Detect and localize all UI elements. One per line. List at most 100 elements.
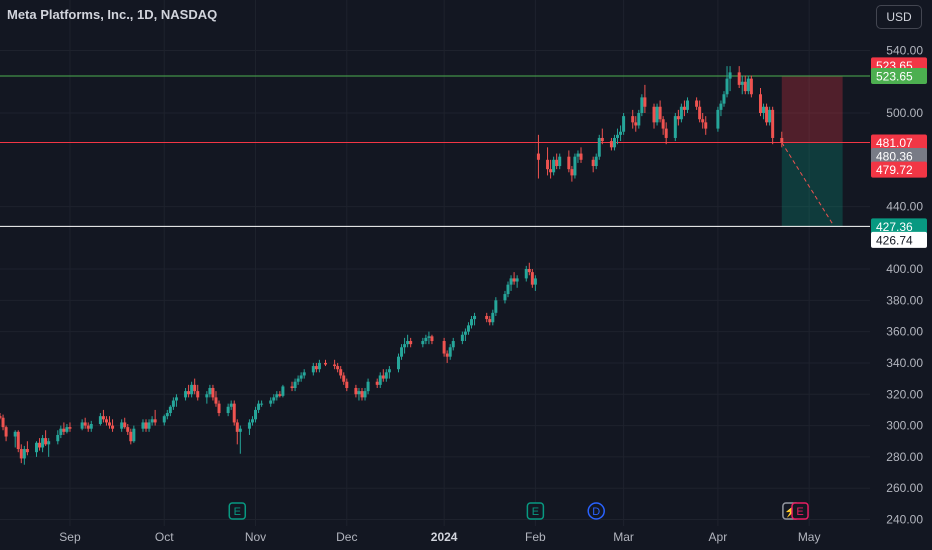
candle-body bbox=[25, 449, 29, 453]
candle-body bbox=[594, 156, 598, 167]
candle-body bbox=[35, 442, 39, 453]
candle-body bbox=[387, 369, 391, 373]
candle-body bbox=[512, 278, 516, 282]
candle-body bbox=[576, 153, 580, 157]
candle-body bbox=[123, 422, 127, 428]
price-label-bg bbox=[871, 218, 927, 235]
candle-body bbox=[612, 137, 616, 148]
candle-body bbox=[226, 406, 230, 414]
candle-body bbox=[235, 422, 239, 432]
candle-body bbox=[214, 397, 218, 404]
candle-body bbox=[357, 391, 361, 395]
candle-body bbox=[740, 81, 744, 85]
candle-body bbox=[345, 381, 349, 388]
candle-body bbox=[333, 364, 337, 367]
candle-body bbox=[515, 278, 519, 282]
candle-body bbox=[600, 137, 604, 142]
price-tick-label: 440.00 bbox=[886, 200, 923, 214]
candle-body bbox=[679, 106, 683, 120]
candle-body bbox=[293, 381, 297, 388]
candle-body bbox=[132, 428, 136, 442]
candle-body bbox=[701, 119, 705, 123]
candle-body bbox=[685, 100, 689, 110]
time-tick-label: Sep bbox=[59, 530, 81, 544]
candle-body bbox=[591, 159, 595, 167]
candle-body bbox=[299, 375, 303, 379]
candle-body bbox=[381, 375, 385, 379]
price-label-bg bbox=[871, 68, 927, 85]
projection-line bbox=[781, 142, 834, 226]
candle-body bbox=[317, 362, 321, 370]
horizontal-lines[interactable] bbox=[0, 75, 870, 227]
price-label-bg bbox=[871, 148, 927, 165]
price-label: 481.07 bbox=[876, 136, 913, 150]
candle-body bbox=[65, 427, 69, 432]
candle-body bbox=[22, 449, 26, 459]
candle-body bbox=[165, 413, 169, 417]
candle-body bbox=[421, 341, 425, 345]
candle-body bbox=[485, 315, 489, 320]
candle-body bbox=[196, 391, 200, 398]
event-markers[interactable]: E E D ⚡E bbox=[228, 502, 809, 520]
candle-body bbox=[758, 94, 762, 113]
candle-body bbox=[403, 344, 407, 348]
candle-body bbox=[275, 394, 279, 398]
candle-body bbox=[673, 116, 677, 138]
price-axis[interactable]: 540.00 500.00 440.00 400.00 380.00 360.00 340.… bbox=[886, 44, 923, 527]
candle-body bbox=[62, 428, 66, 432]
candle-body bbox=[652, 106, 656, 123]
price-label: 480.36 bbox=[876, 150, 913, 164]
candle-body bbox=[655, 106, 659, 123]
candle-body bbox=[272, 397, 276, 401]
price-label-bg bbox=[871, 134, 927, 151]
candle-body bbox=[716, 109, 720, 129]
candle-body bbox=[41, 438, 45, 448]
candle-body bbox=[676, 116, 680, 120]
candle-body bbox=[631, 116, 635, 123]
candle-body bbox=[174, 397, 178, 401]
candle-body bbox=[311, 366, 315, 373]
candle-body bbox=[190, 384, 194, 395]
candle-body bbox=[424, 337, 428, 342]
candle-body bbox=[144, 422, 148, 429]
candle-body bbox=[719, 103, 723, 110]
candle-body bbox=[488, 319, 492, 323]
candle-body bbox=[728, 72, 732, 79]
candle-body bbox=[396, 356, 400, 370]
price-tick-label: 340.00 bbox=[886, 356, 923, 370]
candle-body bbox=[296, 378, 300, 382]
candle-body bbox=[19, 449, 23, 459]
candle-body bbox=[384, 372, 388, 379]
earnings-marker bbox=[526, 502, 545, 520]
candle-body bbox=[597, 137, 601, 157]
candle-body bbox=[211, 387, 215, 398]
candle-body bbox=[16, 431, 20, 450]
currency-button[interactable]: USD bbox=[876, 5, 922, 29]
price-tick-label: 380.00 bbox=[886, 293, 923, 307]
event-marker-label: E bbox=[532, 506, 539, 518]
candle-body bbox=[0, 416, 2, 418]
candle-body bbox=[354, 387, 358, 395]
candle-body bbox=[503, 294, 507, 301]
time-tick-label: Mar bbox=[613, 530, 634, 544]
candle-body bbox=[68, 427, 72, 429]
candle-body bbox=[466, 325, 470, 332]
candle-body bbox=[509, 278, 513, 285]
time-axis[interactable]: Sep Oct Nov Dec 2024 Feb Mar Apr May bbox=[59, 530, 820, 544]
candle-body bbox=[737, 72, 741, 85]
candle-body bbox=[98, 416, 102, 424]
time-tick-label: May bbox=[798, 530, 821, 544]
time-tick-label: Nov bbox=[245, 530, 266, 544]
candle-body bbox=[187, 391, 191, 395]
grid bbox=[0, 0, 870, 526]
candle-body bbox=[725, 78, 729, 95]
price-tick-label: 500.00 bbox=[886, 106, 923, 120]
candle-body bbox=[171, 400, 175, 407]
candle-body bbox=[126, 427, 130, 432]
price-label: 479.72 bbox=[876, 163, 913, 177]
position-tool[interactable] bbox=[781, 76, 843, 227]
candle-body bbox=[695, 100, 699, 107]
candle-body bbox=[290, 386, 294, 388]
candle-body bbox=[1, 417, 5, 428]
